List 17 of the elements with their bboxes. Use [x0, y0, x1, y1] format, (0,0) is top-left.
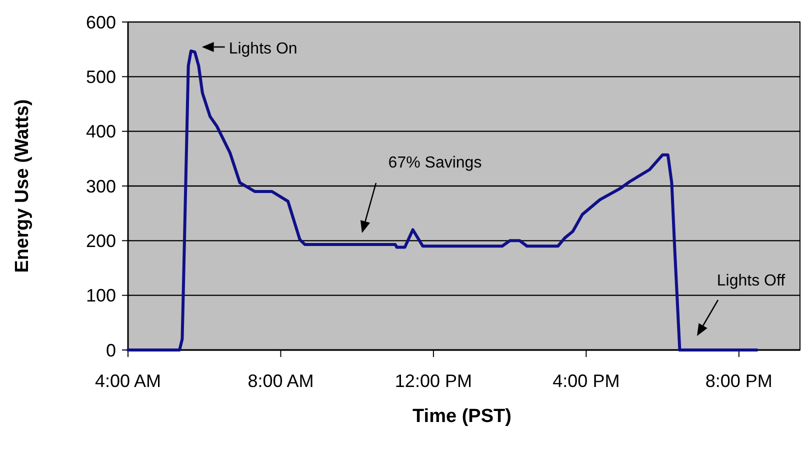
- y-tick-label: 500: [86, 66, 116, 87]
- y-tick-label: 300: [86, 176, 116, 196]
- y-tick-label: 200: [86, 230, 116, 251]
- x-tick-label: 4:00 AM: [94, 371, 162, 391]
- annotation: Lights On: [228, 40, 298, 58]
- annotation: 67% Savings: [388, 154, 482, 172]
- y-tick-label: 100: [86, 286, 116, 306]
- x-axis-title: Time (PST): [412, 406, 512, 427]
- x-tick-label: 8:00 PM: [705, 371, 772, 391]
- y-tick-label: 400: [86, 122, 116, 142]
- y-axis-title: Energy Use (Watts): [12, 99, 33, 273]
- y-tick-label: 0: [106, 340, 116, 360]
- x-tick-label: 8:00 AM: [248, 371, 314, 391]
- x-tick-label: 12:00 PM: [394, 371, 472, 391]
- y-tick-label: 600: [86, 12, 116, 32]
- x-tick-label: 4:00 PM: [552, 371, 620, 391]
- annotation: Lights Off: [716, 272, 786, 290]
